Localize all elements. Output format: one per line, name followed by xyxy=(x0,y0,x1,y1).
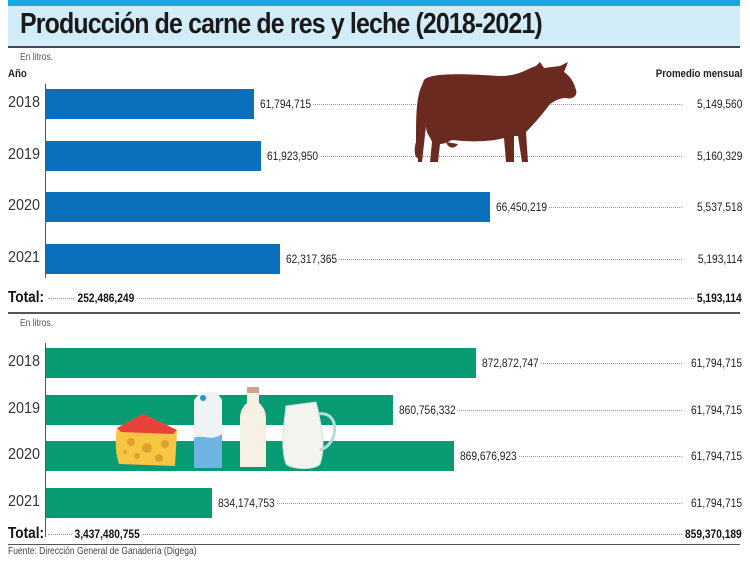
top-accent-bar xyxy=(8,0,740,6)
beef-bar xyxy=(46,244,281,274)
title-banner: Producción de carne de res y leche (2018… xyxy=(8,6,740,48)
beef-total-label: Total: xyxy=(8,289,45,306)
milk-year-label: 2019 xyxy=(8,400,41,417)
beef-avg-label: 5,537,518 xyxy=(694,200,742,214)
milk-year-label: 2020 xyxy=(8,446,41,463)
beef-value-label: 62,317,365 xyxy=(286,252,340,266)
beef-total-avg: 5,193,114 xyxy=(694,291,742,305)
milk-total-value: 3,437,480,755 xyxy=(72,527,143,541)
beef-leader-line xyxy=(290,259,682,260)
milk-carton-icon xyxy=(194,392,222,468)
beef-value-label: 61,923,950 xyxy=(266,149,320,163)
milk-jug-icon xyxy=(282,401,337,469)
beef-value-label: 61,794,715 xyxy=(260,97,313,111)
beef-avg-label: 5,160,329 xyxy=(694,149,742,163)
milk-value-label: 872,872,747 xyxy=(482,356,541,370)
milk-leader-line xyxy=(403,410,682,411)
beef-year-label: 2021 xyxy=(8,249,41,266)
milk-axis xyxy=(45,343,46,537)
milk-value-label: 834,174,753 xyxy=(218,496,277,510)
beef-total-value: 252,486,249 xyxy=(75,291,137,305)
beef-avg-label: 5,149,560 xyxy=(694,97,742,111)
milk-bar xyxy=(46,348,476,378)
milk-value-label: 860,756,332 xyxy=(399,403,458,417)
beef-leader-line xyxy=(270,156,682,157)
milk-unit-note: En litros. xyxy=(20,318,54,329)
chart-title: Producción de carne de res y leche (2018… xyxy=(20,8,543,40)
milk-leader-line xyxy=(222,503,682,504)
year-header: Año xyxy=(8,68,27,80)
beef-avg-label: 5,193,114 xyxy=(695,252,742,266)
milk-bottle-icon xyxy=(240,387,266,467)
milk-total-avg: 859,370,189 xyxy=(682,527,742,541)
beef-year-label: 2019 xyxy=(8,146,41,163)
beef-total-leader xyxy=(48,298,730,299)
milk-leader-line xyxy=(486,363,682,364)
beef-year-label: 2020 xyxy=(8,197,41,214)
beef-unit-note: En litros. xyxy=(20,52,54,63)
milk-value-label: 869,676,923 xyxy=(460,449,519,463)
avg-header: Promedio mensual xyxy=(655,68,742,80)
milk-avg-label: 61,794,715 xyxy=(689,356,742,370)
milk-year-label: 2018 xyxy=(8,353,41,370)
beef-axis xyxy=(45,84,46,278)
beef-bar xyxy=(46,192,490,222)
milk-avg-label: 61,794,715 xyxy=(689,496,742,510)
beef-value-label: 66,450,219 xyxy=(496,200,549,214)
milk-total-label: Total: xyxy=(8,525,45,542)
beef-bar xyxy=(46,89,254,119)
beef-leader-line xyxy=(500,207,682,208)
milk-total-leader xyxy=(48,534,730,535)
milk-avg-label: 61,794,715 xyxy=(689,403,742,417)
milk-avg-label: 61,794,715 xyxy=(689,449,742,463)
footer-divider xyxy=(8,544,740,545)
cheese-icon xyxy=(115,414,177,466)
milk-bar xyxy=(46,488,212,518)
beef-year-label: 2018 xyxy=(8,94,41,111)
source-note: Fuente: Dirección General de Ganadería (… xyxy=(8,546,197,557)
section-divider xyxy=(8,312,740,314)
milk-year-label: 2021 xyxy=(8,493,41,510)
cow-icon xyxy=(414,62,577,162)
beef-bar xyxy=(46,141,261,171)
milk-leader-line xyxy=(464,456,682,457)
